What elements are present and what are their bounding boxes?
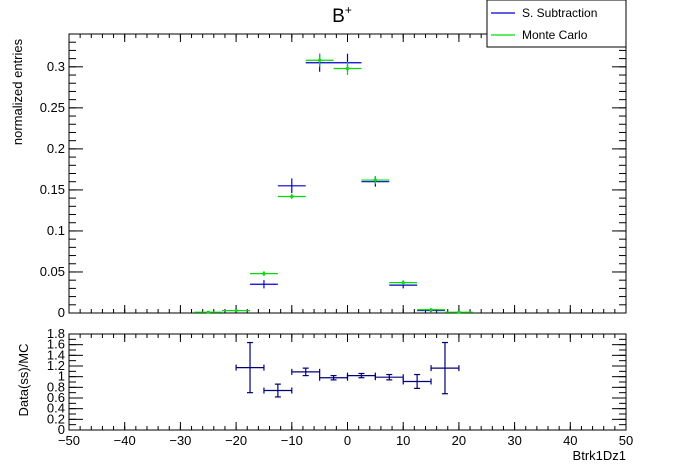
data-point (333, 61, 362, 76)
y-tick-label: 0.1 (47, 223, 65, 238)
marker (429, 308, 433, 312)
marker (457, 310, 461, 314)
marker (290, 194, 294, 199)
marker (345, 66, 350, 71)
x-tick-label: 40 (563, 433, 577, 448)
legend-label-monte-carlo: Monte Carlo (522, 28, 588, 42)
x-tick-label: 50 (619, 433, 633, 448)
data-point (361, 175, 390, 185)
bottom-series (235, 341, 460, 398)
y-tick-label: 0 (58, 305, 65, 320)
data-point (235, 341, 265, 394)
marker (206, 310, 210, 314)
top-y-ticks: 0 0.05 0.1 0.15 0.2 0.25 0.3 (40, 33, 626, 320)
y-tick-label: 0.05 (40, 264, 65, 279)
top-plot-frame (68, 33, 627, 314)
bottom-y-ticks: 00.20.40.60.811.21.41.61.8 (47, 326, 626, 437)
series-0 (235, 341, 460, 398)
data-point (277, 194, 306, 199)
y-tick-label: 0.15 (40, 182, 65, 197)
x-tick-label: 0 (344, 433, 351, 448)
marker (234, 308, 238, 313)
data-point (430, 341, 460, 395)
data-point (250, 280, 278, 289)
y-tick-label: 0.4 (47, 401, 65, 416)
x-tick-label: 20 (452, 433, 466, 448)
x-tick-label: 10 (396, 433, 410, 448)
bottom-x-axis-title: Btrk1Dz1 (573, 448, 626, 463)
y-tick-label: 0.25 (40, 100, 65, 115)
y-tick-label: 0 (58, 422, 65, 437)
top-x-ticks (68, 34, 627, 313)
bottom-x-ticks: −50 −40 −30 −20 −10 0 10 20 30 40 50 (58, 334, 633, 448)
bottom-panel: 00.20.40.60.811.21.41.61.8 −50 −40 −30 −20−… (16, 326, 633, 463)
y-tick-label: 1.6 (47, 337, 65, 352)
data-point (250, 271, 278, 277)
legend: S. Subtraction Monte Carlo (486, 0, 627, 48)
y-tick-label: 1.4 (47, 347, 65, 362)
x-tick-label: −10 (281, 433, 303, 448)
y-tick-label: 1.8 (47, 326, 65, 341)
data-point (346, 372, 376, 379)
y-tick-label: 0.6 (47, 390, 65, 405)
data-point (263, 383, 293, 398)
x-tick-label: −50 (58, 433, 80, 448)
y-tick-label: 1.2 (47, 358, 65, 373)
legend-box (486, 0, 627, 48)
data-point (194, 310, 223, 314)
x-tick-label: −30 (169, 433, 191, 448)
y-tick-label: 0.3 (47, 59, 65, 74)
data-point (374, 373, 404, 381)
data-point (291, 367, 321, 377)
bottom-y-axis-title: Data(ss)/MC (16, 344, 31, 417)
x-tick-label: −20 (225, 433, 247, 448)
marker (401, 281, 405, 285)
top-series (194, 53, 473, 314)
top-panel: 0 0.05 0.1 0.15 0.2 0.25 0.3 B+ normalized ent… (10, 3, 627, 320)
data-point (319, 374, 349, 381)
data-point (305, 53, 334, 67)
data-point (444, 310, 473, 314)
top-y-axis-title: normalized entries (10, 38, 25, 145)
bottom-plot-frame (68, 333, 627, 431)
y-tick-label: 0.2 (47, 141, 65, 156)
data-point (417, 308, 445, 312)
series-1 (194, 53, 473, 314)
data-point (402, 373, 432, 389)
y-tick-label: 0.2 (47, 411, 65, 426)
marker (262, 272, 266, 276)
data-point (277, 178, 306, 194)
marker (373, 178, 377, 182)
y-tick-label: 0.8 (47, 379, 65, 394)
data-point (222, 308, 251, 313)
x-tick-label: 30 (507, 433, 521, 448)
legend-label-s-subtraction: S. Subtraction (522, 6, 597, 20)
chart-title-superscript: + (345, 3, 352, 17)
y-tick-label: 1 (58, 369, 65, 384)
marker (318, 58, 322, 62)
x-tick-label: −40 (114, 433, 136, 448)
chart-title: B+ (332, 3, 352, 27)
data-point (389, 280, 418, 286)
